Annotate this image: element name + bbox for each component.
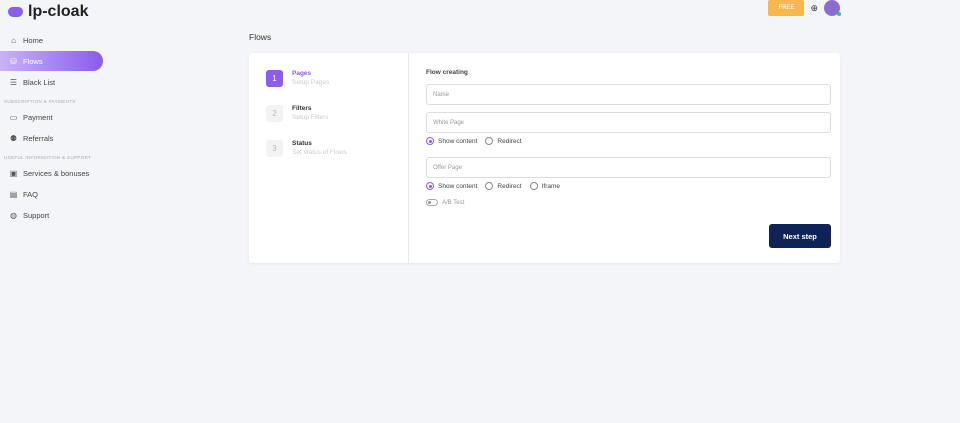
next-step-button[interactable]: Next step	[769, 224, 831, 248]
section-heading: USEFUL INFORMATION & SUPPORT	[4, 154, 92, 160]
step-pages[interactable]: 1 Pages Setup Pages	[266, 70, 408, 88]
radio-redirect[interactable]: Redirect	[485, 137, 522, 145]
form-title: Flow creating	[426, 69, 468, 76]
name-input[interactable]: Name	[426, 84, 831, 105]
section-heading: SUBSCRIPTION & PAYMENTS	[4, 98, 76, 104]
page-title: Flows	[249, 32, 272, 42]
support-icon: ◍	[10, 210, 17, 220]
radio-redirect[interactable]: Redirect	[485, 182, 522, 190]
white-page-mode: Show content Redirect	[426, 135, 831, 147]
sidebar-item-payment[interactable]: ▭ Payment	[9, 112, 53, 122]
faq-icon: ▤	[9, 189, 18, 199]
sidebar-item-black-list[interactable]: ☰ Black List	[9, 77, 56, 87]
flow-card: 1 Pages Setup Pages 2 Filters Setup Filters …	[249, 53, 840, 263]
offer-page-mode: Show content Redirect Iframe	[426, 180, 831, 192]
avatar[interactable]	[824, 0, 841, 16]
offer-page-input[interactable]: Offer Page	[426, 157, 831, 178]
radio-show-content[interactable]: Show content	[426, 182, 477, 190]
step-filters[interactable]: 2 Filters Setup Filters	[266, 105, 408, 123]
white-page-input[interactable]: White Page	[426, 112, 831, 133]
flows-icon: ⛁	[10, 56, 17, 66]
radio-iframe[interactable]: Iframe	[529, 182, 560, 190]
gift-icon: ▣	[9, 168, 18, 178]
stepper: 1 Pages Setup Pages 2 Filters Setup Filters …	[249, 53, 409, 263]
referrals-icon: ⚉	[9, 133, 18, 143]
logo[interactable]: lp-cloak	[8, 3, 88, 21]
list-icon: ☰	[9, 77, 18, 87]
sidebar: ⌂ Home ⛁ Flows ☰ Black List SUBSCRIPTION & …	[0, 30, 108, 226]
toggle-switch[interactable]	[426, 199, 438, 206]
sidebar-item-home[interactable]: ⌂ Home	[0, 30, 108, 50]
home-icon: ⌂	[11, 35, 16, 45]
sidebar-item-support[interactable]: ◍ Support	[10, 210, 50, 220]
flow-form: Flow creating Name White Page Show conte…	[409, 53, 840, 263]
plan-badge[interactable]: FREE	[768, 0, 805, 16]
sidebar-item-faq[interactable]: ▤ FAQ	[9, 189, 39, 199]
online-indicator	[837, 12, 841, 16]
card-icon: ▭	[9, 112, 18, 122]
radio-show-content[interactable]: Show content	[426, 137, 477, 145]
sidebar-item-flows[interactable]: ⛁ Flows	[0, 51, 103, 71]
mask-icon	[8, 7, 23, 17]
globe-icon[interactable]: ⊕	[810, 2, 818, 13]
step-status[interactable]: 3 Status Set status of Flows	[266, 140, 408, 158]
ab-test-toggle[interactable]: A/B Test	[426, 199, 831, 206]
sidebar-item-referrals[interactable]: ⚉ Referrals	[9, 133, 54, 143]
topbar: FREE ⊕	[768, 0, 841, 16]
sidebar-item-services[interactable]: ▣ Services & bonuses	[9, 168, 90, 178]
